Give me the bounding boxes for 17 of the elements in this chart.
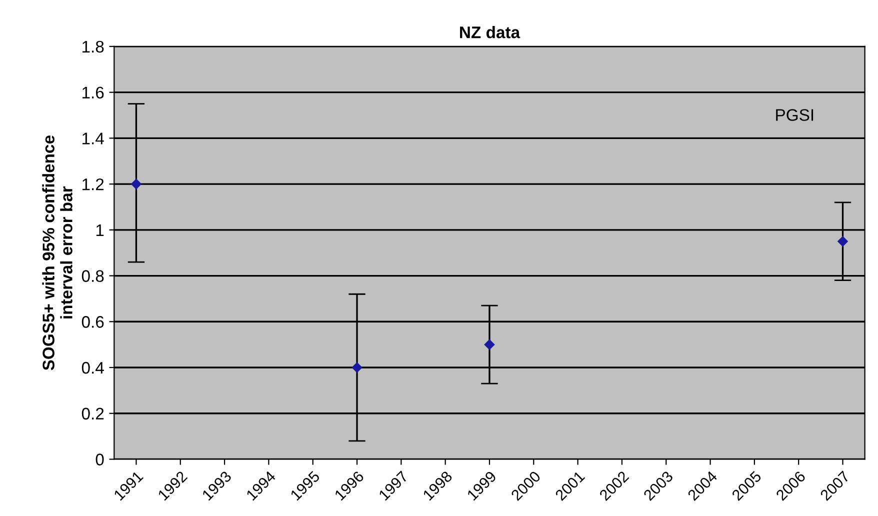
y-tick-label: 0.4 bbox=[82, 362, 104, 374]
point bbox=[838, 236, 848, 246]
y-tick-label: 0 bbox=[96, 454, 104, 466]
y-tick-label: 1.4 bbox=[82, 132, 104, 144]
point bbox=[131, 178, 142, 190]
y-tick-label: 1.8 bbox=[82, 40, 104, 53]
y-tick-label: 0.8 bbox=[82, 270, 104, 282]
point bbox=[352, 362, 362, 373]
y-tick-label: 1.2 bbox=[82, 178, 104, 190]
y-tick-label: 1 bbox=[96, 224, 104, 236]
annotation: PGSI bbox=[776, 109, 814, 121]
y-tick-label: 0.6 bbox=[82, 316, 104, 328]
point bbox=[484, 339, 495, 350]
y-tick-label: 1.6 bbox=[82, 86, 104, 99]
y-tick-label: 0.2 bbox=[82, 408, 104, 420]
y-axis-title: SOGS5+ with 95% confidence interval error bar bbox=[42, 136, 72, 370]
chart-title: NZ data bbox=[460, 26, 520, 38]
